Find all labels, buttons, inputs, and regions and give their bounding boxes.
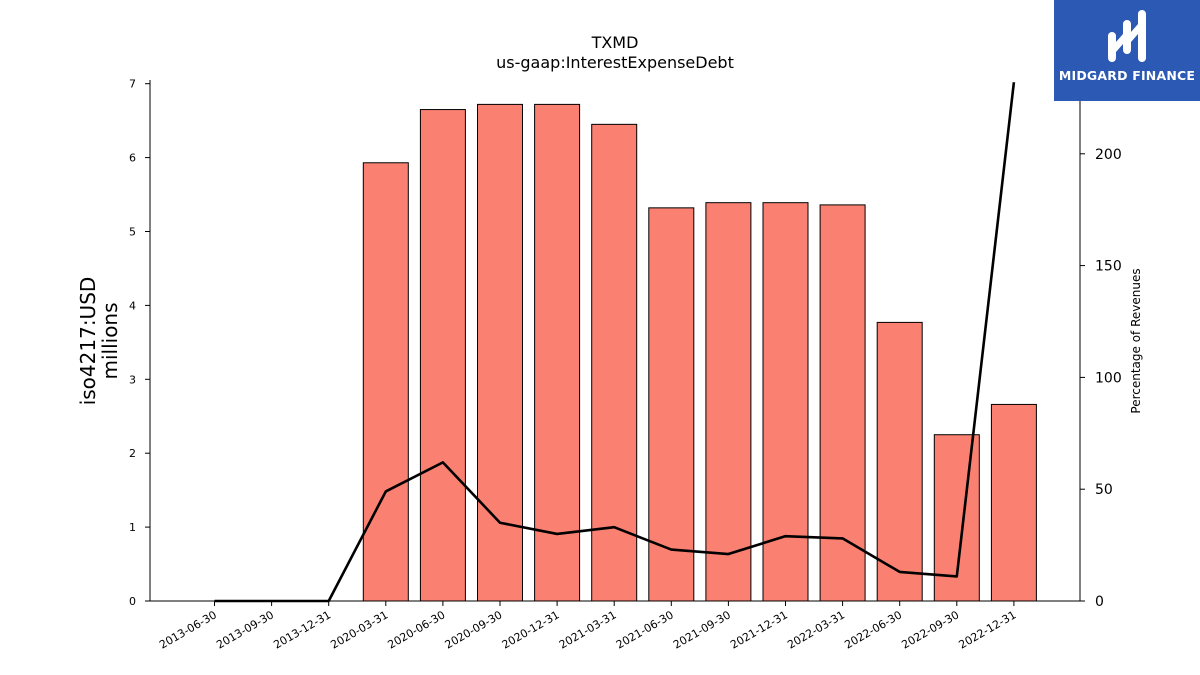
y-tick-label: 2: [129, 447, 136, 460]
brand-name: MIDGARD FINANCE: [1058, 68, 1196, 83]
y2-tick-label: 150: [1095, 259, 1122, 275]
x-tick-label: 2020-09-30: [443, 608, 505, 651]
x-tick-label: 2022-09-30: [899, 608, 961, 651]
x-tick-label: 2021-06-30: [614, 608, 676, 651]
bar: [876, 321, 923, 602]
y2-tick-label: 200: [1095, 147, 1122, 163]
bar: [477, 103, 523, 602]
x-tick-label: 2021-03-31: [557, 608, 619, 651]
x-tick-label: 2022-12-31: [957, 608, 1019, 651]
brand-mark-icon: [1108, 10, 1146, 62]
bar: [705, 202, 752, 602]
y2-tick-label: 0: [1095, 594, 1104, 610]
x-tick-label: 2013-09-30: [214, 608, 276, 651]
y2-axis-label: Percentage of Revenues: [1129, 268, 1143, 413]
bar: [819, 204, 866, 602]
y-tick-label: 5: [129, 225, 136, 238]
y-tick-label: 7: [129, 78, 136, 91]
brand-logo: MIDGARD FINANCE: [1054, 0, 1200, 101]
bar: [362, 162, 409, 602]
x-tick-label: 2022-03-31: [785, 608, 847, 651]
x-tick-label: 2022-06-30: [842, 608, 904, 651]
bar: [990, 403, 1037, 602]
y-tick-label: 3: [129, 373, 136, 386]
x-tick-label: 2020-03-31: [328, 608, 390, 651]
bar: [419, 109, 466, 602]
y-tick-label: 6: [129, 152, 136, 165]
bar: [648, 207, 695, 602]
bar: [591, 123, 638, 602]
y2-tick-label: 100: [1095, 370, 1122, 386]
y-tick-label: 0: [129, 595, 136, 608]
bar: [762, 202, 809, 602]
x-tick-label: 2020-06-30: [386, 608, 448, 651]
y2-tick-label: 50: [1095, 482, 1113, 498]
x-tick-label: 2013-06-30: [157, 608, 219, 651]
chart-title: TXMD: [591, 33, 639, 52]
x-tick-label: 2020-12-31: [500, 608, 562, 651]
x-tick-label: 2021-09-30: [671, 608, 733, 651]
y-axis-label: iso4217:USDmillions: [76, 277, 122, 406]
y-axis-label-line: iso4217:USD: [76, 277, 100, 406]
y-tick-label: 1: [129, 521, 136, 534]
x-tick-label: 2021-12-31: [728, 608, 790, 651]
x-tick-label: 2013-12-31: [271, 608, 333, 651]
y-axis-label-line: millions: [98, 302, 122, 379]
bar-series: [362, 103, 1037, 602]
y-tick-label: 4: [129, 299, 136, 312]
bar: [534, 103, 581, 602]
chart-subtitle: us-gaap:InterestExpenseDebt: [496, 53, 734, 72]
